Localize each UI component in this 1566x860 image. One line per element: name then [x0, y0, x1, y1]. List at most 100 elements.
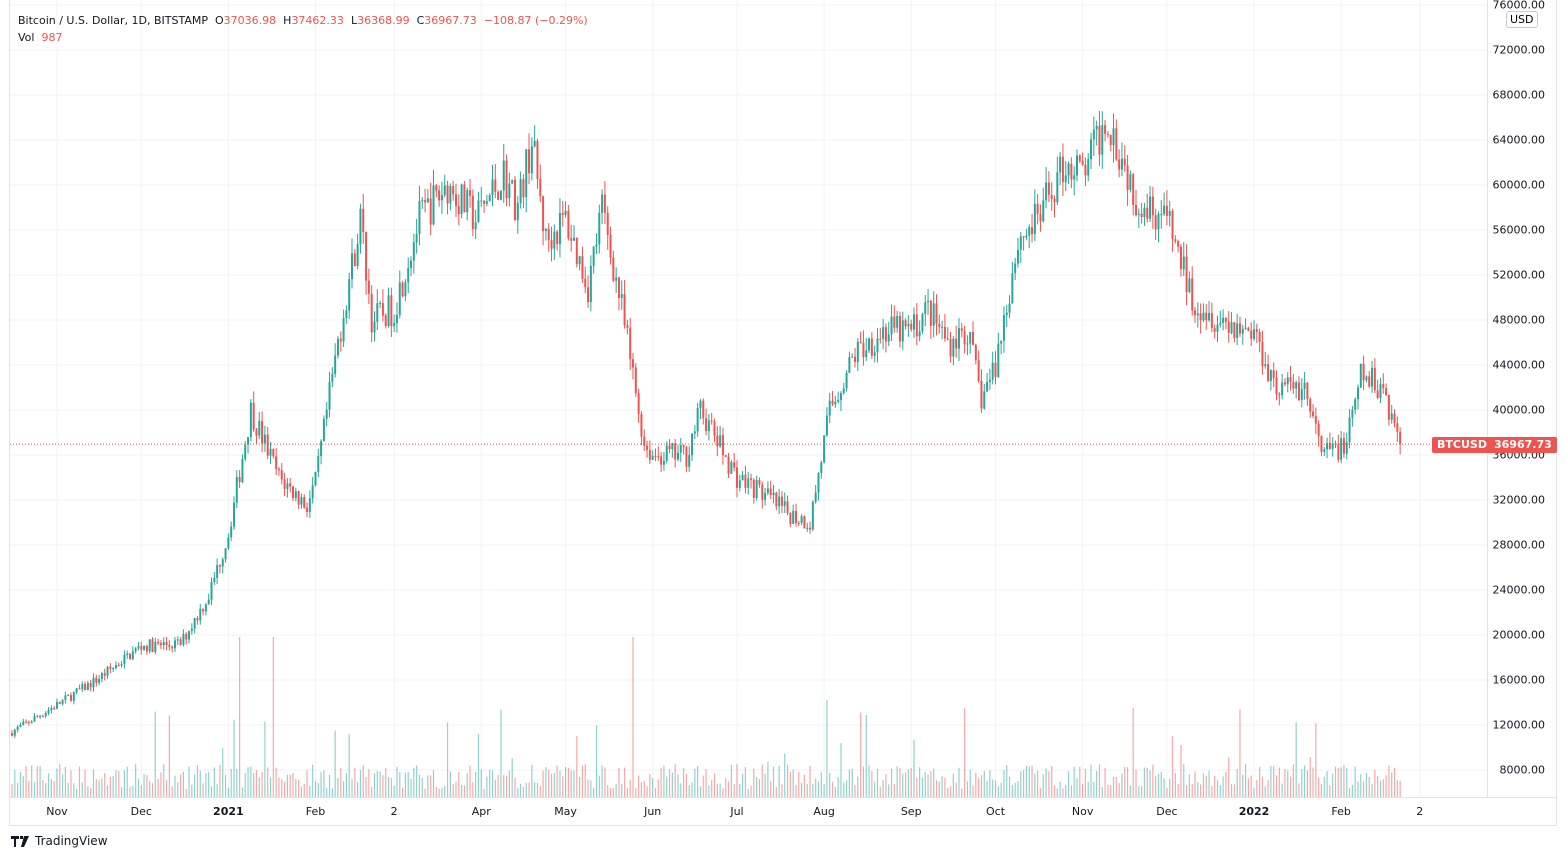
candle-body — [955, 338, 958, 349]
volume-bar — [1244, 764, 1247, 797]
time-axis-label: Feb — [1331, 805, 1351, 818]
volume-bar — [283, 781, 286, 797]
candle-body — [398, 282, 401, 315]
volume-bar — [67, 782, 69, 797]
candle-body — [1354, 399, 1357, 410]
volume-bar — [146, 775, 148, 797]
volume-bar — [1126, 767, 1129, 797]
candle-body — [1070, 163, 1073, 180]
volume-bar — [494, 779, 496, 797]
candle-body — [1286, 377, 1289, 385]
volume-bar — [536, 782, 539, 797]
volume-bar — [458, 772, 460, 797]
candle-body — [202, 608, 205, 612]
volume-bar — [334, 730, 336, 797]
volume-label: Vol — [18, 31, 35, 44]
candle-body — [1194, 310, 1197, 316]
volume-bar — [1031, 765, 1033, 797]
low-value: 36368.99 — [357, 14, 410, 27]
candle-body — [1385, 388, 1388, 396]
candle-body — [89, 683, 92, 688]
price-axis-label: 24000.00 — [1492, 583, 1546, 597]
candle-body — [988, 379, 991, 382]
volume-bar — [401, 787, 404, 797]
volume-bar — [663, 765, 665, 797]
volume-bar — [1306, 770, 1309, 797]
candle-body — [393, 323, 396, 327]
price-axis-label: 64000.00 — [1492, 133, 1546, 147]
currency-button[interactable]: USD — [1506, 11, 1538, 28]
volume-bar — [109, 776, 111, 797]
time-axis[interactable]: Nov Dec 2021 Feb 2 Apr May Jun Jul Aug Sep Oct Nov De… — [10, 797, 1556, 826]
candle-body — [497, 191, 500, 200]
volume-bar — [1374, 770, 1376, 797]
volume-bar — [756, 777, 758, 797]
volume-bar — [1309, 757, 1311, 797]
tradingview-logo[interactable]: TradingView — [11, 834, 108, 848]
volume-bar — [882, 780, 884, 797]
volume-bar — [1208, 770, 1210, 797]
volume-bar — [1202, 773, 1205, 797]
volume-bar — [365, 777, 367, 797]
volume-bar — [1357, 781, 1359, 797]
volume-bar — [874, 781, 876, 797]
volume-bar — [1003, 770, 1005, 797]
candle-body — [800, 516, 803, 523]
volume-bar — [1059, 781, 1061, 797]
price-axis-label: 8000.00 — [1499, 763, 1546, 777]
volume-bar — [1225, 771, 1227, 797]
volume-bar — [553, 772, 555, 797]
candle-body — [1174, 239, 1177, 242]
volume-bar — [275, 767, 277, 797]
volume-bar — [739, 783, 741, 797]
volume-bar — [938, 781, 940, 797]
candle-body — [1154, 215, 1157, 230]
volume-bar — [1056, 788, 1058, 797]
candle-body — [148, 639, 151, 652]
volume-bar — [1090, 764, 1092, 797]
volume-bar — [230, 768, 232, 797]
candle-body — [682, 445, 685, 448]
candle-body — [570, 238, 573, 241]
candle-body — [505, 160, 508, 199]
volume-bar — [33, 782, 36, 797]
volume-bar — [98, 780, 100, 797]
open-label: O — [214, 14, 224, 27]
volume-bar — [860, 712, 862, 797]
volume-bar — [357, 782, 359, 797]
candle-body — [84, 684, 87, 691]
candle-body — [915, 314, 918, 337]
volume-bar — [17, 782, 19, 797]
candle-body — [691, 433, 694, 456]
candle-body — [963, 331, 966, 345]
candle-body — [457, 206, 460, 215]
candle-body — [1208, 312, 1211, 321]
volume-bar — [135, 764, 137, 797]
volume-bar — [944, 777, 946, 797]
candle-body — [424, 200, 427, 203]
volume-bar — [281, 779, 283, 797]
candle-body — [429, 198, 432, 225]
candle-body — [671, 443, 674, 450]
candle-body — [235, 477, 238, 503]
candle-body — [1168, 210, 1171, 216]
volume-bar — [340, 767, 342, 797]
candle-body — [438, 190, 441, 201]
candle-body — [606, 212, 609, 236]
candle-body — [218, 565, 221, 567]
volume-bar — [618, 768, 620, 797]
candle-body — [143, 645, 146, 650]
candle-body — [1261, 341, 1264, 367]
volume-bar — [1253, 787, 1255, 797]
candle-body — [395, 314, 398, 324]
volume-bar — [430, 775, 432, 797]
volume-bar — [1315, 723, 1317, 797]
candle-body — [1281, 382, 1284, 396]
price-axis[interactable]: 76000.00 72000.00 68000.00 64000.00 60000.00… — [1487, 0, 1557, 797]
candle-body — [1135, 205, 1137, 215]
candle-body — [443, 185, 446, 196]
candle-body — [173, 640, 176, 649]
price-chart-plot[interactable] — [10, 0, 1487, 797]
candle-body — [50, 708, 53, 711]
volume-bar — [677, 774, 679, 797]
